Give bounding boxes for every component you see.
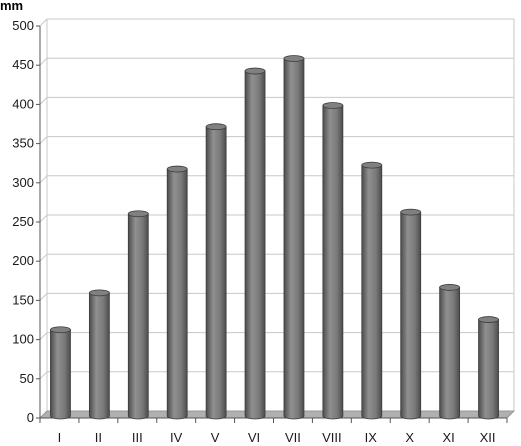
bar-top [283, 55, 305, 62]
bar-body [283, 58, 305, 420]
x-tick-label: VI [248, 430, 260, 445]
x-tick-label: XII [480, 430, 496, 445]
bar-body [478, 319, 499, 420]
bar [283, 55, 305, 420]
bar-top [127, 210, 149, 218]
gridline-side [39, 97, 48, 105]
y-tick-label: 250 [12, 214, 34, 229]
bar-body [400, 211, 422, 420]
x-tick-label: II [95, 430, 102, 445]
x-tick-label: VII [285, 430, 301, 445]
bar-body [127, 213, 149, 420]
gridline-side [39, 57, 48, 66]
x-tick-label: IV [170, 430, 183, 445]
y-tick-label: 400 [12, 96, 34, 111]
bar-body [244, 70, 266, 420]
bar [322, 102, 344, 420]
y-tick-label: 300 [12, 175, 34, 190]
bar [127, 210, 149, 420]
x-tick-label: III [132, 430, 143, 445]
bars [50, 55, 499, 420]
bar [244, 67, 266, 420]
x-tick-labels: I II III IV V VI VII VIII IX X XI XII [58, 430, 496, 445]
x-tick-label: XI [442, 430, 454, 445]
x-tick-label: IX [365, 430, 378, 445]
gridline-side [39, 18, 48, 27]
bar-top [322, 102, 344, 109]
bar-top [50, 326, 71, 334]
y-tick-label: 450 [12, 57, 34, 72]
bar-top [244, 67, 266, 75]
bar-top [205, 123, 227, 131]
x-tick-label: V [211, 430, 220, 445]
y-tick-label: 0 [27, 410, 34, 425]
axes [36, 25, 508, 423]
x-tick-label: I [58, 430, 62, 445]
bar [166, 165, 188, 420]
gridline-side [39, 371, 48, 380]
bar-body [205, 126, 227, 420]
gridline-side [39, 175, 48, 184]
gridline-side [39, 136, 48, 144]
y-axis-unit-label: mm [0, 0, 23, 13]
bar-top [166, 165, 188, 173]
bar-body [439, 287, 461, 420]
bar [400, 208, 422, 420]
y-tick-labels: 0 50 100 150 200 250 300 350 400 450 500 [12, 18, 34, 425]
bar-top [478, 316, 499, 323]
bar-top [400, 208, 422, 216]
x-tick-label: VIII [322, 430, 342, 445]
y-tick-label: 100 [12, 332, 34, 347]
gridline-side [39, 293, 48, 301]
bar-body [322, 105, 344, 420]
y-tick-label: 150 [12, 292, 34, 307]
bar [50, 326, 71, 420]
gridline-side [39, 253, 48, 262]
y-tick-label: 350 [12, 136, 34, 151]
y-tick-label: 50 [20, 371, 34, 386]
bar-body [50, 329, 71, 420]
bar-top [88, 289, 110, 297]
bar-body [166, 168, 188, 420]
bar-top [361, 161, 383, 169]
y-tick-label: 200 [12, 253, 34, 268]
bar-body [361, 164, 383, 420]
x-tick-label: X [405, 430, 414, 445]
gridline-side [39, 332, 48, 340]
bar [478, 316, 499, 420]
gridlines [39, 18, 515, 419]
bar [361, 161, 383, 420]
bar [88, 289, 110, 420]
gridline-side [39, 214, 48, 223]
bar [439, 284, 461, 420]
y-tick-label: 500 [12, 18, 34, 33]
bar-body [88, 292, 110, 420]
bar [205, 123, 227, 420]
bar-top [439, 284, 461, 291]
